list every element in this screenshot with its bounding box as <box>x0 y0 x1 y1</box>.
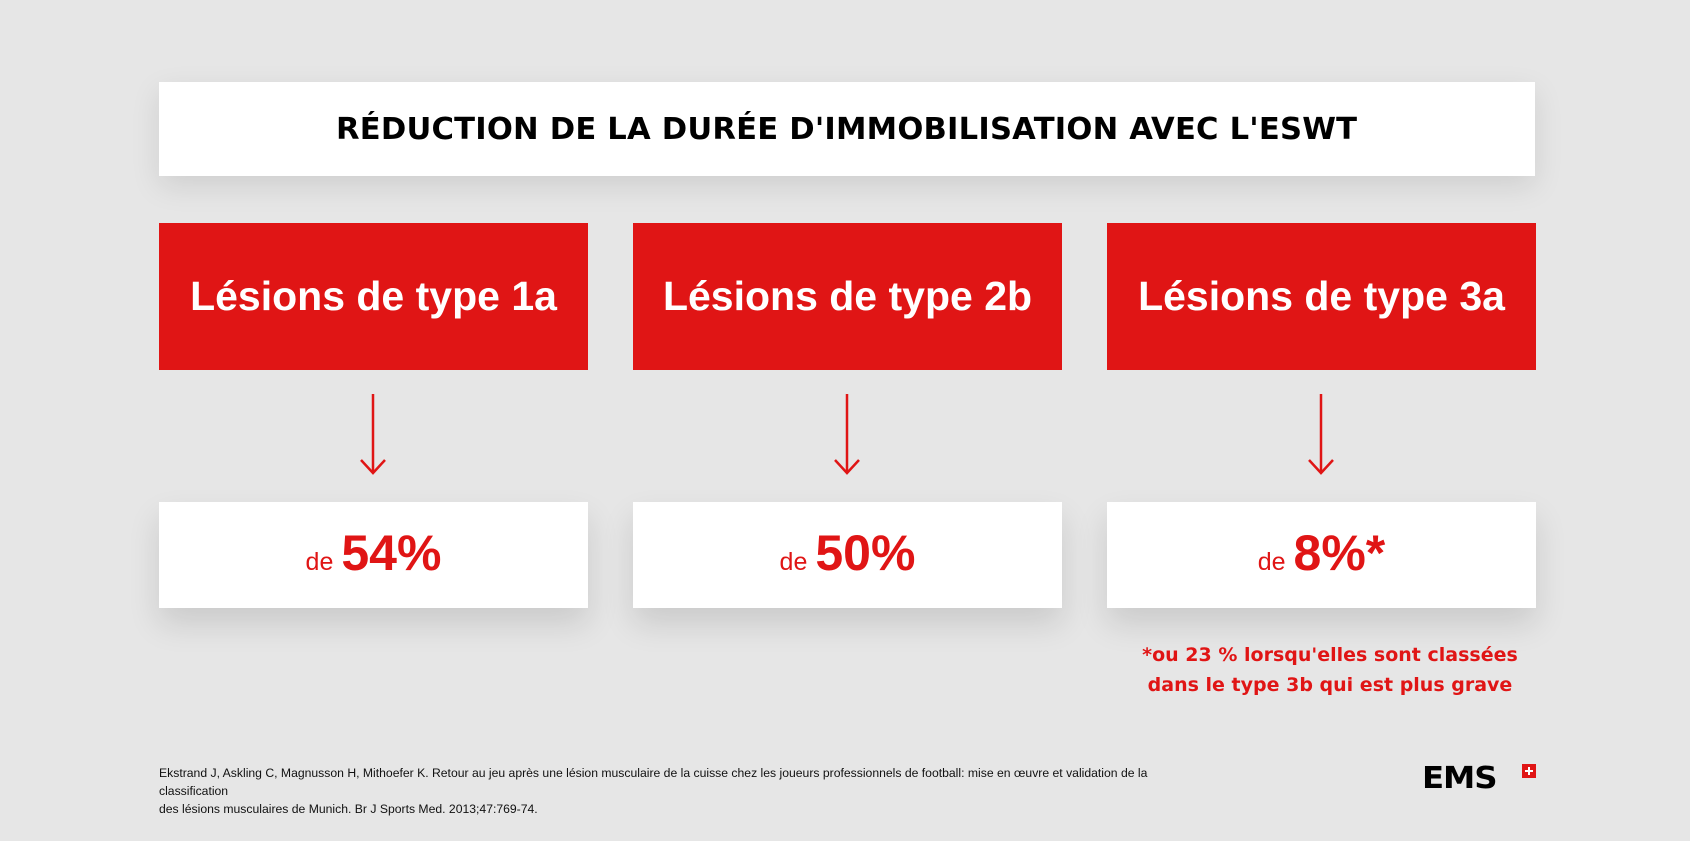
citation-line: Ekstrand J, Askling C, Magnusson H, Mith… <box>159 766 1148 798</box>
ems-logo: EMS <box>1422 761 1536 796</box>
result-value: 50% <box>815 525 916 581</box>
column-type-2b: Lésions de type 2b de 50% <box>633 0 1062 841</box>
down-arrow-icon <box>834 394 860 475</box>
reduction-result-box: de 8%* <box>1107 502 1536 608</box>
logo-text: EMS <box>1422 761 1498 796</box>
column-type-3a: Lésions de type 3a de 8%* <box>1107 0 1536 841</box>
result-prefix: de <box>305 548 334 576</box>
lesion-type-box: Lésions de type 3a <box>1107 223 1536 370</box>
lesion-type-label: Lésions de type 1a <box>190 273 557 319</box>
page-title: RÉDUCTION DE LA DURÉE D'IMMOBILISATION A… <box>336 111 1358 147</box>
reduction-result-box: de 54% <box>159 502 588 608</box>
result-prefix: de <box>1257 548 1286 576</box>
result-value: 8%* <box>1293 525 1386 581</box>
down-arrow-icon <box>360 394 386 475</box>
reduction-result-box: de 50% <box>633 502 1062 608</box>
footnote-line: dans le type 3b qui est plus grave <box>1147 674 1513 696</box>
title-banner: RÉDUCTION DE LA DURÉE D'IMMOBILISATION A… <box>159 82 1535 176</box>
footnote: *ou 23 % lorsqu'elles sont classées dans… <box>1110 640 1550 700</box>
citation-line: des lésions musculaires de Munich. Br J … <box>159 802 538 816</box>
lesion-type-label: Lésions de type 2b <box>662 273 1033 319</box>
lesion-type-label: Lésions de type 3a <box>1138 273 1505 319</box>
lesion-type-box: Lésions de type 1a <box>159 223 588 370</box>
swiss-cross-icon <box>1522 764 1536 778</box>
result-prefix: de <box>779 548 808 576</box>
column-type-1a: Lésions de type 1a de 54% <box>159 0 588 841</box>
down-arrow-icon <box>1308 394 1334 475</box>
footnote-line: *ou 23 % lorsqu'elles sont classées <box>1142 644 1518 666</box>
citation-reference: Ekstrand J, Askling C, Magnusson H, Mith… <box>159 764 1219 818</box>
lesion-type-box: Lésions de type 2b <box>633 223 1062 370</box>
result-value: 54% <box>341 525 442 581</box>
